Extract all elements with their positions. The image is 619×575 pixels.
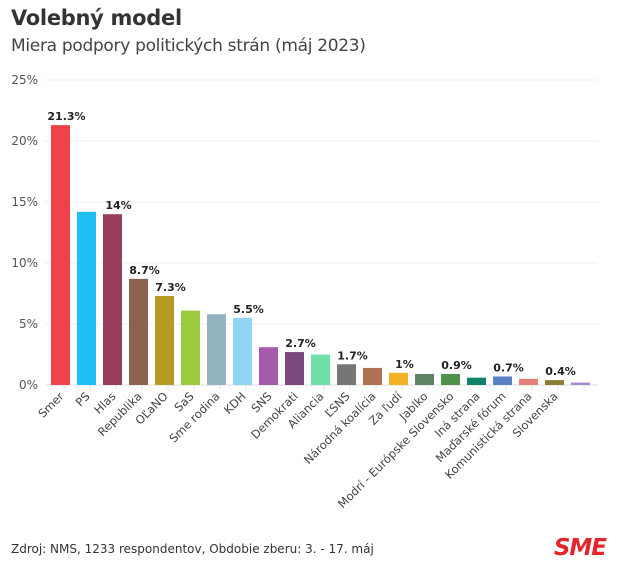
bar-komunistická-strana <box>519 378 538 385</box>
bar-ľsns <box>337 364 356 385</box>
data-label: 0.4% <box>545 365 576 378</box>
data-label: 0.7% <box>493 361 524 374</box>
bar-iná-strana <box>467 377 486 385</box>
y-axis-ticks: 0% 5% 10% 15% 20% 25% <box>11 73 38 392</box>
data-label: 0.9% <box>441 359 472 372</box>
bar-oľano <box>155 295 174 385</box>
bar-za-ľudí <box>389 372 408 385</box>
x-category-label: Smer <box>35 389 67 421</box>
bar-slovenska <box>545 380 564 385</box>
data-label: 2.7% <box>285 337 316 350</box>
chart-title: Volebný model <box>11 6 182 30</box>
y-tick-label: 20% <box>11 134 38 148</box>
bar-kdh <box>233 317 252 385</box>
x-category-label: PS <box>73 389 93 409</box>
data-label: 7.3% <box>155 281 186 294</box>
bar-hlas <box>103 214 122 385</box>
bar-národná-koalícia <box>363 367 382 385</box>
y-tick-label: 25% <box>11 73 38 87</box>
y-tick-label: 5% <box>19 317 38 331</box>
bar-ps <box>77 211 96 385</box>
data-labels: 21.3% 14% 8.7% 7.3% 5.5% 2.7% 1.7% 1% 0.9% 0.7% 0.… <box>47 110 575 378</box>
data-label: 1.7% <box>337 349 368 362</box>
x-category-label: KDH <box>221 389 249 417</box>
bar-sas <box>181 310 200 385</box>
bar-maďarské-fórum <box>493 376 512 385</box>
bar-sme-rodina <box>207 314 226 385</box>
data-label: 14% <box>105 199 131 212</box>
gridlines <box>45 79 598 386</box>
source-note: Zdroj: NMS, 1233 respondentov, Obdobie z… <box>11 542 374 556</box>
sme-logo: SME <box>553 535 607 561</box>
bar-republika <box>129 278 148 385</box>
y-tick-label: 0% <box>19 378 38 392</box>
chart-subtitle: Miera podpory politických strán (máj 202… <box>11 36 366 56</box>
bars <box>51 125 590 389</box>
bar-jablko <box>415 374 434 385</box>
data-label: 8.7% <box>129 264 160 277</box>
bar-sns <box>259 347 278 385</box>
bar-unlabeled <box>571 382 590 385</box>
bar-smer <box>51 125 70 385</box>
data-label: 21.3% <box>47 110 85 123</box>
data-label: 1% <box>395 358 414 371</box>
data-label: 5.5% <box>233 303 264 316</box>
y-tick-label: 10% <box>11 256 38 270</box>
bar-modrí---európske-slovensko <box>441 374 460 385</box>
bar-demokrati <box>285 352 304 385</box>
y-tick-label: 15% <box>11 195 38 209</box>
bar-aliancia <box>311 354 330 385</box>
